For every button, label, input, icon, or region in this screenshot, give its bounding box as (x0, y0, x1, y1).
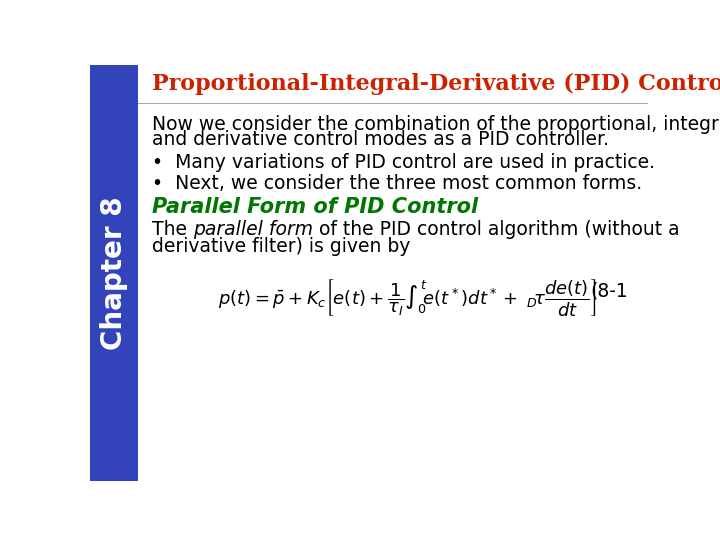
Bar (90, 65, 138, 481)
Text: (8-1: (8-1 (591, 282, 629, 301)
Text: •  Next, we consider the three most common forms.: • Next, we consider the three most commo… (152, 174, 642, 193)
Text: The: The (152, 220, 193, 239)
Text: Chapter 8: Chapter 8 (100, 196, 128, 349)
Text: •  Many variations of PID control are used in practice.: • Many variations of PID control are use… (152, 153, 655, 172)
Text: parallel form: parallel form (193, 220, 313, 239)
Text: Now we consider the combination of the proportional, integral,: Now we consider the combination of the p… (152, 115, 720, 134)
Text: and derivative control modes as a PID controller.: and derivative control modes as a PID co… (152, 130, 609, 149)
Text: $p\left(t\right)=\bar{p}+K_c\left[e\left(t\right)+\dfrac{1}{\tau_I}\int_0^t\!e\l: $p\left(t\right)=\bar{p}+K_c\left[e\left… (218, 276, 596, 318)
Text: derivative filter) is given by: derivative filter) is given by (152, 237, 410, 256)
Text: Proportional-Integral-Derivative (PID) Control: Proportional-Integral-Derivative (PID) C… (152, 73, 720, 95)
Text: Parallel Form of PID Control: Parallel Form of PID Control (152, 197, 478, 217)
Text: of the PID control algorithm (without a: of the PID control algorithm (without a (313, 220, 680, 239)
